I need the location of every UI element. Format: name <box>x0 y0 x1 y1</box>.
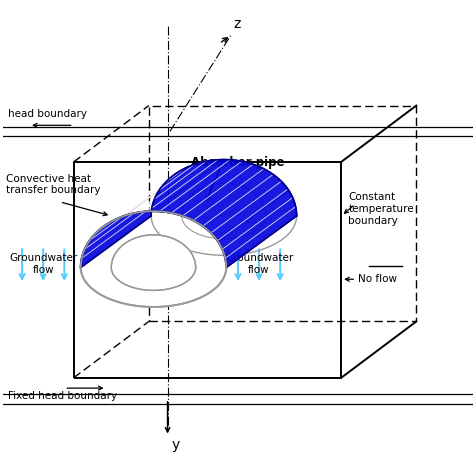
Text: Convective heat
transfer boundary: Convective heat transfer boundary <box>6 173 100 195</box>
Text: Constant
temperature
boundary: Constant temperature boundary <box>348 192 414 226</box>
Polygon shape <box>111 235 196 291</box>
Text: Absorber pipe: Absorber pipe <box>191 156 284 169</box>
Text: Fixed head boundary: Fixed head boundary <box>8 391 117 401</box>
Polygon shape <box>81 211 226 307</box>
Text: z: z <box>233 18 241 31</box>
Text: No flow: No flow <box>357 274 397 284</box>
Text: Groundwater
flow: Groundwater flow <box>9 254 77 275</box>
Text: head boundary: head boundary <box>8 109 87 118</box>
Polygon shape <box>81 160 297 267</box>
Text: Groundwater
flow: Groundwater flow <box>225 254 293 275</box>
Text: y: y <box>171 438 180 452</box>
